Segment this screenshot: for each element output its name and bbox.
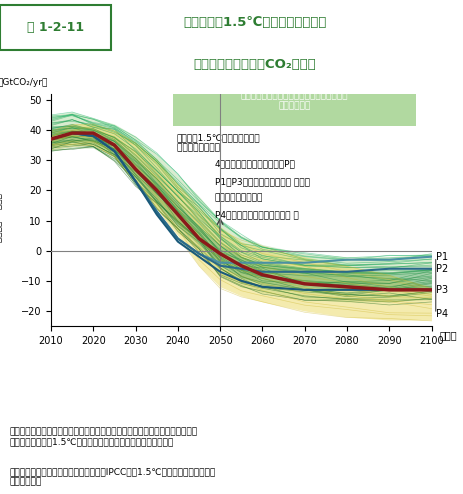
Text: 限定的: 限定的 xyxy=(214,194,263,203)
Text: 資料：気候変動に関する政府間パネル（IPCC）「1.5℃特別報告書」より環境
　　　省作成: 資料：気候変動に関する政府間パネル（IPCC）「1.5℃特別報告書」より環境 省… xyxy=(9,467,215,487)
Text: 図 1-2-11: 図 1-2-11 xyxy=(27,21,84,34)
Text: P1～P3：オーバーシュート なし・: P1～P3：オーバーシュート なし・ xyxy=(214,177,309,186)
Text: オーバーシュートしないまたは限られたオー
バーシュート: オーバーシュートしないまたは限られたオー バーシュート xyxy=(240,91,348,111)
Text: 注：オーバーシュートとはある特定の数値を一時的に超過することで、ここで
　は地球温暖化が1.5℃の水準を一時的に超過することを指す。: 注：オーバーシュートとはある特定の数値を一時的に超過することで、ここで は地球温… xyxy=(9,427,197,447)
Text: P3: P3 xyxy=(435,285,447,295)
Text: 4つの例示的排出量の経路（P）: 4つの例示的排出量の経路（P） xyxy=(214,159,295,168)
FancyBboxPatch shape xyxy=(0,5,111,50)
Text: （年）: （年） xyxy=(439,330,457,340)
Text: P4: P4 xyxy=(435,309,447,319)
Text: を伴って1.5℃に地球温暖化を
抑える経路、及び: を伴って1.5℃に地球温暖化を 抑える経路、及び xyxy=(176,133,260,153)
Text: P1: P1 xyxy=(435,251,447,262)
Text: P2: P2 xyxy=(435,264,447,274)
Text: 1年当たり10億トンCO₂: 1年当たり10億トンCO₂ xyxy=(0,174,1,246)
FancyBboxPatch shape xyxy=(172,75,415,126)
Text: 気温上昇を1.5℃に抑える排出経路: 気温上昇を1.5℃に抑える排出経路 xyxy=(183,16,326,29)
Text: P4：　　　オーバーシュート 大: P4： オーバーシュート 大 xyxy=(214,210,298,219)
Text: における、人為起源CO₂排出量: における、人為起源CO₂排出量 xyxy=(194,57,316,71)
Text: （GtCO₂/yr）: （GtCO₂/yr） xyxy=(0,78,48,87)
